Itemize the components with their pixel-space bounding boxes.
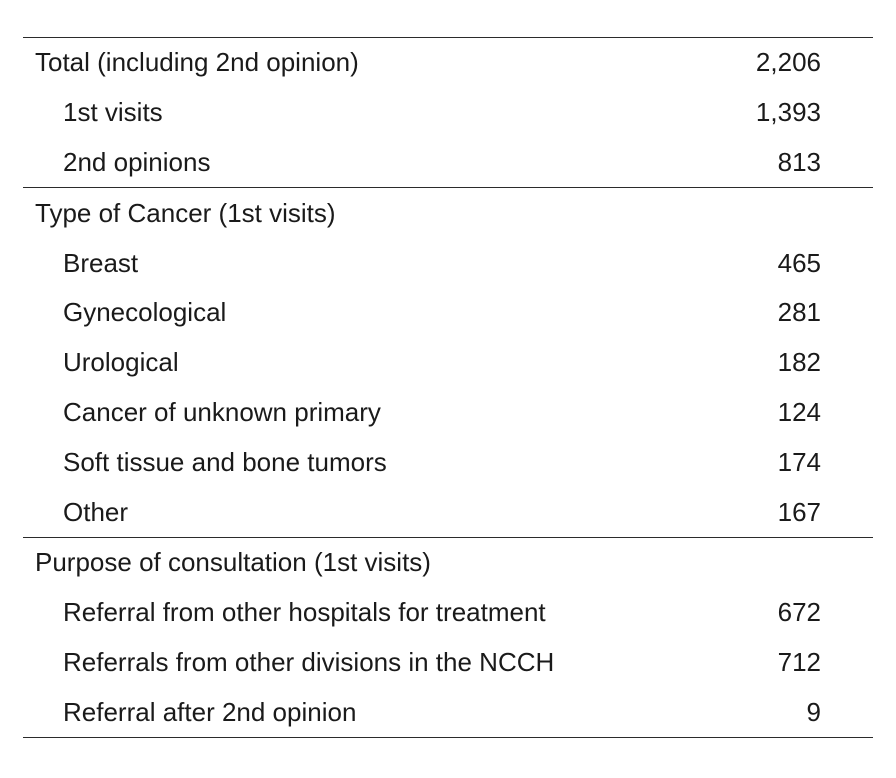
row-label: Referrals from other divisions in the NC… (63, 646, 555, 677)
section-header-value: 2,206 (755, 47, 821, 78)
row-label: 1st visits (63, 97, 163, 128)
table-row: Referral from other hospitals for treatm… (23, 588, 873, 638)
row-label: Referral from other hospitals for treatm… (63, 597, 546, 628)
section-header-label: Purpose of consultation (1st visits) (35, 547, 431, 578)
table-row: Soft tissue and bone tumors 174 (23, 437, 873, 487)
section-header-label: Type of Cancer (1st visits) (35, 197, 336, 228)
table-row: 2nd opinions 813 (23, 138, 873, 188)
row-label: Referral after 2nd opinion (63, 696, 357, 727)
section-header-row: Total (including 2nd opinion) 2,206 (23, 38, 873, 88)
row-value: 182 (777, 347, 821, 378)
row-label: 2nd opinions (63, 146, 211, 177)
row-value: 712 (777, 646, 821, 677)
table-row: Referral after 2nd opinion 9 (23, 687, 873, 737)
row-value: 281 (777, 297, 821, 328)
table-row: Breast 465 (23, 238, 873, 288)
statistics-table: Total (including 2nd opinion) 2,206 1st … (23, 37, 873, 739)
row-value: 1,393 (755, 97, 821, 128)
row-label: Breast (63, 247, 139, 278)
section-cancer-type: Type of Cancer (1st visits) Breast 465 G… (23, 187, 873, 537)
row-label: Other (63, 496, 129, 527)
row-value: 9 (806, 696, 821, 727)
section-header-row: Type of Cancer (1st visits) (23, 188, 873, 238)
section-header-label: Total (including 2nd opinion) (35, 47, 359, 78)
table-row: Other 167 (23, 487, 873, 537)
table-row: Referrals from other divisions in the NC… (23, 638, 873, 688)
row-value: 813 (777, 146, 821, 177)
row-value: 174 (777, 446, 821, 477)
row-value: 672 (777, 597, 821, 628)
row-label: Cancer of unknown primary (63, 396, 381, 427)
row-label: Gynecological (63, 297, 227, 328)
row-label: Urological (63, 347, 179, 378)
row-value: 167 (777, 496, 821, 527)
section-consultation-purpose: Purpose of consultation (1st visits) Ref… (23, 536, 873, 739)
table-row: Urological 182 (23, 338, 873, 388)
row-value: 124 (777, 396, 821, 427)
section-total: Total (including 2nd opinion) 2,206 1st … (23, 37, 873, 187)
section-header-row: Purpose of consultation (1st visits) (23, 538, 873, 588)
table-row: Gynecological 281 (23, 288, 873, 338)
row-label: Soft tissue and bone tumors (63, 446, 387, 477)
table-row: Cancer of unknown primary 124 (23, 388, 873, 438)
row-value: 465 (777, 247, 821, 278)
table-row: 1st visits 1,393 (23, 88, 873, 138)
